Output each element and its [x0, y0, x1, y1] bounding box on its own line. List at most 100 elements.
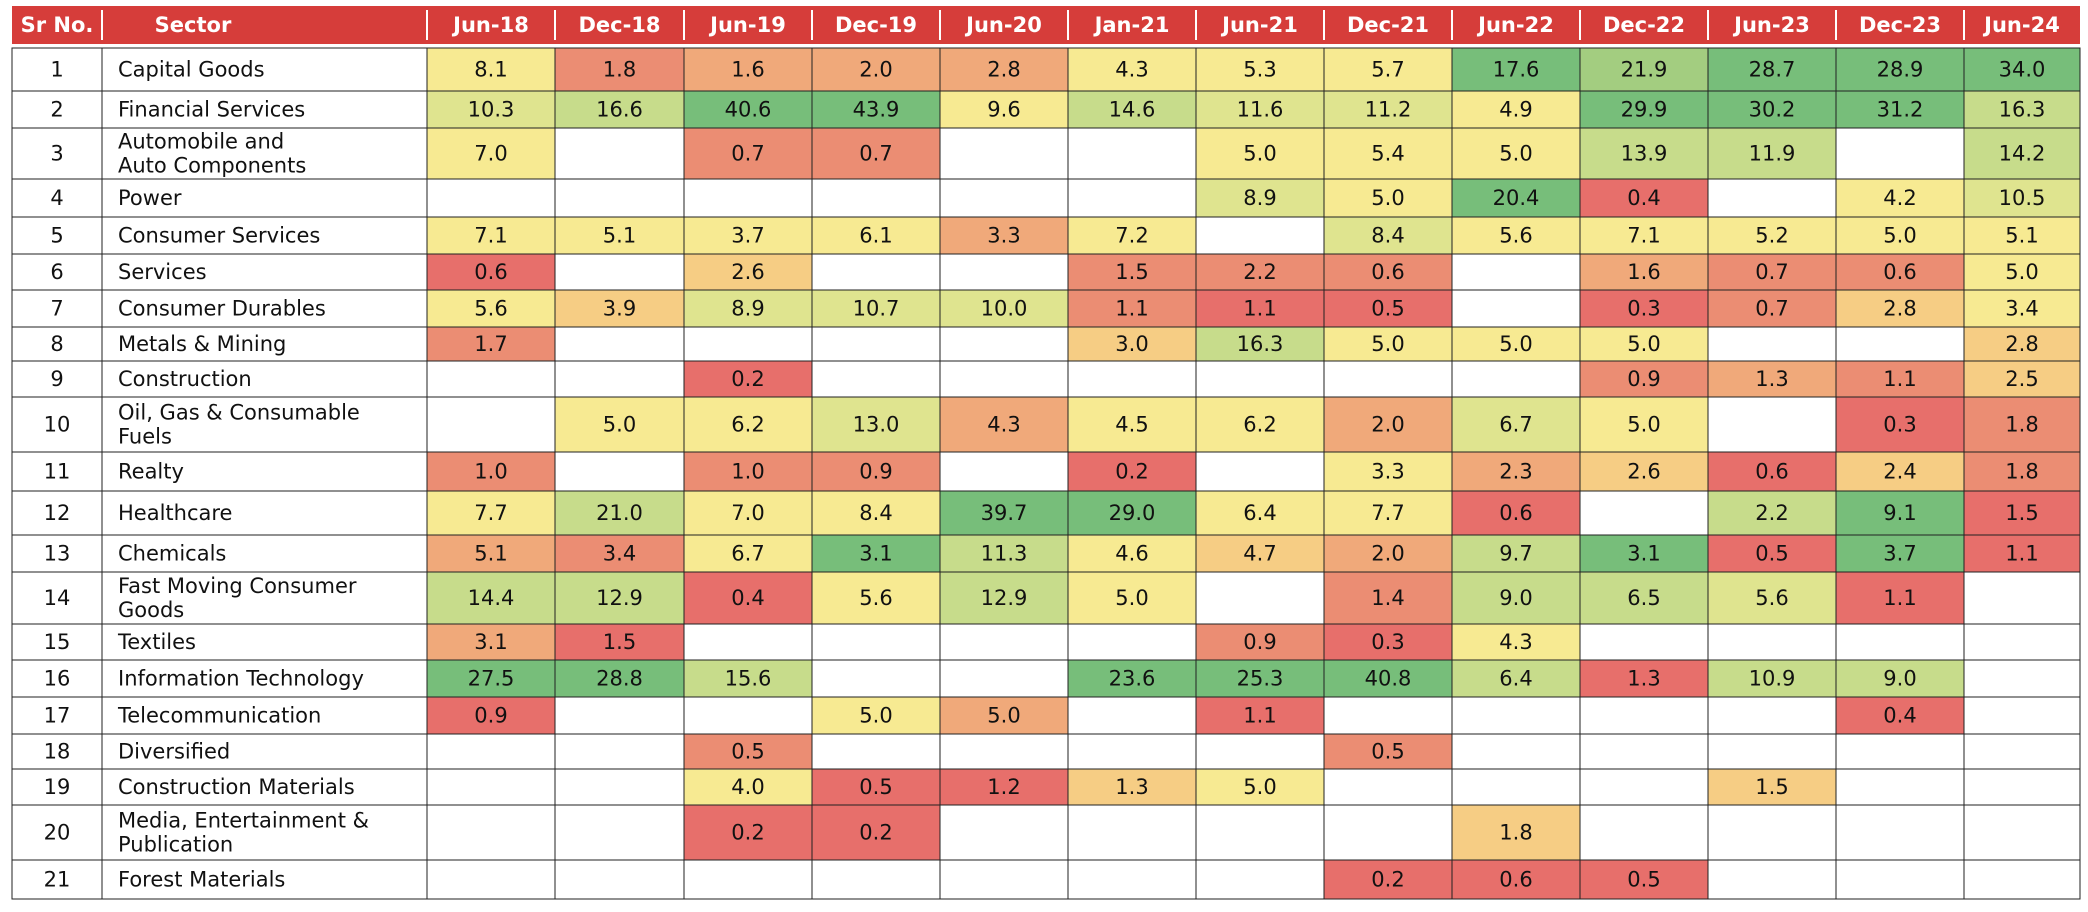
heatmap-cell [811, 216, 941, 255]
column-header: Dec-23 [1859, 13, 1941, 37]
heatmap-cell [939, 768, 1069, 806]
sector-cell [101, 396, 428, 453]
cell-value: 6.2 [731, 413, 764, 437]
heatmap-cell [939, 451, 1069, 492]
cell-value: 2.5 [2005, 367, 2038, 391]
cell-value: 7.0 [474, 142, 507, 166]
heatmap-cell [811, 47, 941, 92]
cell-value: 11.6 [1237, 98, 1284, 122]
cell-value: 2.2 [1755, 501, 1788, 525]
heatmap-cell [811, 178, 941, 218]
heatmap-cell [1451, 659, 1581, 698]
heatmap-cell [683, 451, 813, 492]
cell-value: 0.7 [731, 142, 764, 166]
cell-value: 6.7 [731, 542, 764, 566]
cell-value: 11.3 [981, 542, 1028, 566]
cell-value: 15.6 [725, 667, 772, 691]
cell-value: 40.6 [725, 98, 772, 122]
cell-value: 0.2 [1371, 868, 1404, 892]
heatmap-cell [1067, 216, 1197, 255]
heatmap-cell [1451, 804, 1581, 861]
heatmap-cell [939, 733, 1069, 770]
heatmap-cell [1579, 859, 1709, 900]
heatmap-cell [939, 90, 1069, 129]
heatmap-cell [1579, 360, 1709, 398]
cell-value: 10.3 [468, 98, 515, 122]
heatmap-cell [1195, 733, 1325, 770]
heatmap-cell [554, 768, 685, 806]
sr-no-cell [11, 216, 103, 255]
heatmap-cell [1195, 178, 1325, 218]
heatmap-cell [1067, 47, 1197, 92]
cell-value: 0.7 [1755, 297, 1788, 321]
column-header: Jun-18 [451, 13, 529, 37]
sector-label: Forest Materials [118, 868, 285, 892]
heatmap-cell [1451, 90, 1581, 129]
cell-value: 5.7 [1371, 58, 1404, 82]
cell-value: 12.9 [981, 586, 1028, 610]
heatmap-cell [426, 451, 556, 492]
heatmap-cell [1195, 216, 1325, 255]
cell-value: 23.6 [1109, 667, 1156, 691]
heatmap-cell [554, 696, 685, 735]
heatmap-cell [811, 733, 941, 770]
heatmap-cell [426, 859, 556, 900]
heatmap-cell [1579, 326, 1709, 362]
cell-value: 4.0 [731, 775, 764, 799]
sector-label: Fuels [118, 425, 172, 449]
cell-value: 0.5 [1755, 542, 1788, 566]
heatmap-cell [1707, 490, 1837, 536]
sector-cell [101, 768, 428, 806]
cell-value: 6.1 [859, 224, 892, 248]
column-header: Jun-19 [708, 13, 786, 37]
sr-no-cell [11, 253, 103, 291]
cell-value: 0.7 [859, 142, 892, 166]
heatmap-cell [1067, 326, 1197, 362]
sr-no-label: 6 [50, 260, 63, 284]
heatmap-cell [1451, 178, 1581, 218]
heatmap-cell [1963, 768, 2081, 806]
sr-no-label: 20 [44, 821, 71, 845]
heatmap-cell [1835, 623, 1965, 661]
cell-value: 21.9 [1621, 58, 1668, 82]
cell-value: 5.0 [1371, 332, 1404, 356]
heatmap-cell [811, 396, 941, 453]
sr-no-label: 1 [50, 58, 63, 82]
heatmap-cell [1067, 804, 1197, 861]
cell-value: 2.2 [1243, 260, 1276, 284]
heatmap-cell [1579, 253, 1709, 291]
heatmap-cell [426, 47, 556, 92]
heatmap-cell [683, 178, 813, 218]
heatmap-cell [1323, 490, 1453, 536]
sr-no-label: 21 [44, 868, 71, 892]
heatmap-cell [554, 90, 685, 129]
heatmap-cell [939, 127, 1069, 180]
heatmap-cell [1067, 696, 1197, 735]
cell-value: 5.6 [859, 586, 892, 610]
heatmap-cell [1195, 490, 1325, 536]
sector-label: Diversified [118, 740, 230, 764]
heatmap-cell [1323, 253, 1453, 291]
heatmap-cell [1323, 326, 1453, 362]
heatmap-cell [1323, 216, 1453, 255]
heatmap-cell [554, 490, 685, 536]
heatmap-cell [1579, 733, 1709, 770]
cell-value: 1.6 [1627, 260, 1660, 284]
cell-value: 3.1 [1627, 542, 1660, 566]
cell-value: 5.0 [1499, 332, 1532, 356]
heatmap-cell [1195, 451, 1325, 492]
heatmap-cell [1707, 659, 1837, 698]
sector-cell [101, 47, 428, 92]
heatmap-cell [683, 733, 813, 770]
heatmap-cell [939, 804, 1069, 861]
cell-value: 8.9 [731, 297, 764, 321]
heatmap-cell [683, 768, 813, 806]
heatmap-cell [1067, 90, 1197, 129]
cell-value: 5.2 [1755, 224, 1788, 248]
cell-value: 0.5 [859, 775, 892, 799]
heatmap-cell [1707, 696, 1837, 735]
cell-value: 11.9 [1749, 142, 1796, 166]
heatmap-cell [426, 326, 556, 362]
cell-value: 28.9 [1877, 58, 1924, 82]
sr-no-cell [11, 289, 103, 328]
